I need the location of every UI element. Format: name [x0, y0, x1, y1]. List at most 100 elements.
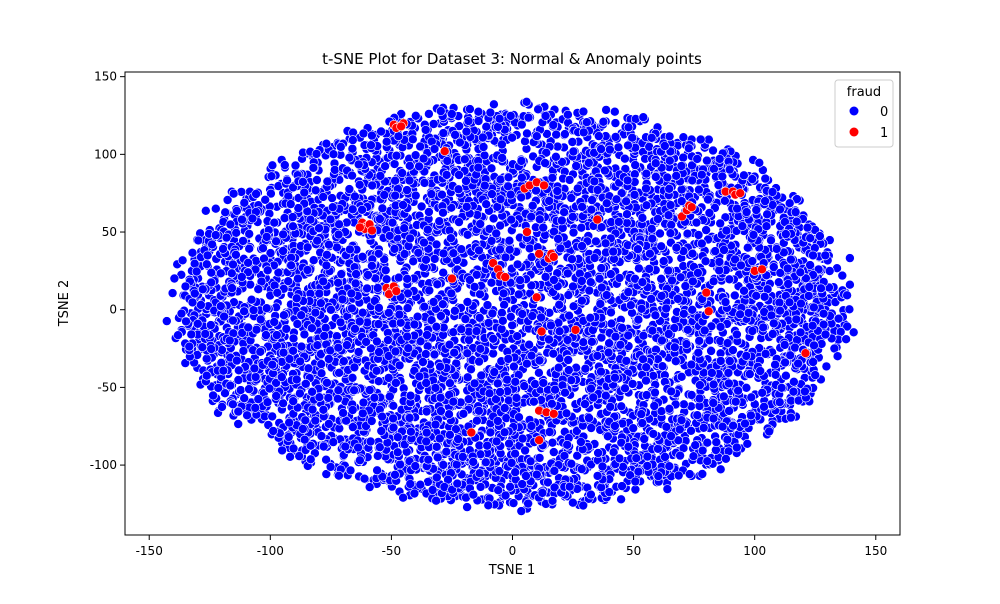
- data-point-normal: [845, 279, 855, 290]
- data-point-normal: [416, 201, 427, 212]
- data-point-normal: [766, 235, 776, 246]
- data-point-normal: [519, 381, 530, 391]
- data-point-normal: [335, 142, 346, 152]
- data-point-normal: [533, 104, 543, 115]
- data-point-normal: [616, 494, 626, 505]
- data-point-normal: [678, 152, 689, 163]
- data-point-normal: [609, 106, 620, 117]
- data-point-normal: [414, 161, 424, 172]
- data-point-normal: [754, 158, 765, 168]
- data-point-normal: [684, 469, 695, 479]
- data-point-normal: [667, 275, 677, 286]
- data-point-normal: [781, 370, 791, 381]
- data-point-normal: [502, 374, 513, 385]
- data-point-normal: [308, 255, 319, 266]
- data-point-normal: [653, 214, 663, 224]
- data-point-normal: [504, 438, 514, 449]
- data-point-normal: [503, 181, 513, 192]
- data-point-normal: [299, 329, 310, 340]
- data-point-normal: [560, 129, 570, 139]
- data-point-normal: [542, 129, 552, 139]
- data-point-normal: [520, 445, 530, 456]
- data-point-normal: [451, 459, 462, 470]
- data-point-normal: [253, 284, 264, 295]
- data-point-normal: [438, 128, 449, 138]
- data-point-normal: [332, 242, 342, 253]
- data-point-normal: [357, 251, 368, 262]
- data-point-normal: [657, 361, 668, 372]
- data-point-normal: [235, 385, 246, 395]
- data-point-normal: [220, 207, 230, 218]
- data-point-normal: [693, 230, 704, 240]
- data-point-normal: [687, 248, 698, 259]
- data-point-normal: [790, 342, 800, 353]
- data-point-normal: [267, 411, 278, 422]
- data-point-normal: [373, 376, 384, 387]
- data-point-normal: [610, 118, 621, 128]
- data-point-normal: [485, 427, 496, 438]
- data-point-normal: [837, 270, 848, 281]
- data-point-normal: [483, 318, 494, 328]
- data-point-normal: [655, 228, 665, 239]
- data-point-normal: [251, 256, 261, 266]
- data-point-normal: [630, 484, 641, 495]
- data-point-normal: [534, 453, 545, 463]
- data-point-normal: [196, 300, 206, 310]
- data-point-normal: [676, 161, 687, 171]
- data-point-normal: [744, 369, 755, 379]
- data-point-normal: [438, 267, 449, 278]
- data-point-normal: [842, 321, 853, 332]
- data-point-normal: [177, 255, 188, 266]
- data-point-normal: [628, 423, 639, 434]
- data-point-normal: [617, 481, 627, 491]
- data-point-normal: [459, 154, 470, 165]
- data-point-normal: [499, 403, 510, 413]
- data-point-normal: [697, 469, 708, 479]
- data-point-normal: [505, 311, 516, 322]
- data-point-normal: [622, 218, 632, 228]
- data-point-normal: [364, 482, 375, 492]
- data-point-normal: [741, 382, 752, 393]
- data-point-normal: [715, 464, 726, 475]
- data-point-normal: [431, 239, 442, 250]
- data-point-normal: [474, 312, 485, 323]
- data-point-normal: [746, 392, 757, 403]
- data-point-normal: [347, 372, 358, 383]
- data-point-normal: [706, 346, 716, 356]
- data-point-normal: [218, 244, 228, 254]
- data-point-normal: [571, 161, 582, 171]
- data-point-normal: [381, 274, 392, 285]
- data-point-normal: [434, 433, 445, 444]
- data-point-normal: [388, 422, 399, 433]
- data-point-normal: [261, 303, 272, 314]
- data-point-normal: [596, 482, 607, 493]
- data-point-normal: [242, 410, 252, 421]
- data-point-normal: [323, 419, 334, 429]
- data-point-normal: [345, 465, 356, 476]
- data-point-normal: [637, 213, 648, 223]
- data-point-normal: [698, 422, 709, 433]
- data-point-normal: [547, 437, 558, 448]
- data-point-normal: [409, 488, 420, 499]
- data-point-normal: [475, 343, 486, 354]
- data-point-normal: [380, 161, 390, 171]
- data-point-normal: [613, 142, 624, 153]
- data-point-normal: [201, 206, 211, 216]
- data-point-normal: [845, 253, 855, 263]
- data-point-normal: [187, 248, 198, 258]
- data-point-normal: [747, 174, 758, 184]
- data-point-normal: [708, 145, 718, 156]
- data-point-normal: [277, 445, 287, 456]
- data-point-normal: [327, 193, 337, 203]
- data-point-normal: [383, 335, 393, 345]
- plot-area: [162, 97, 859, 516]
- data-point-normal: [568, 301, 579, 312]
- data-point-normal: [694, 335, 705, 346]
- data-point-normal: [448, 327, 459, 338]
- data-point-normal: [201, 353, 212, 364]
- data-point-normal: [321, 454, 331, 465]
- data-point-normal: [350, 278, 361, 289]
- data-point-normal: [460, 314, 471, 324]
- data-point-normal: [526, 211, 537, 222]
